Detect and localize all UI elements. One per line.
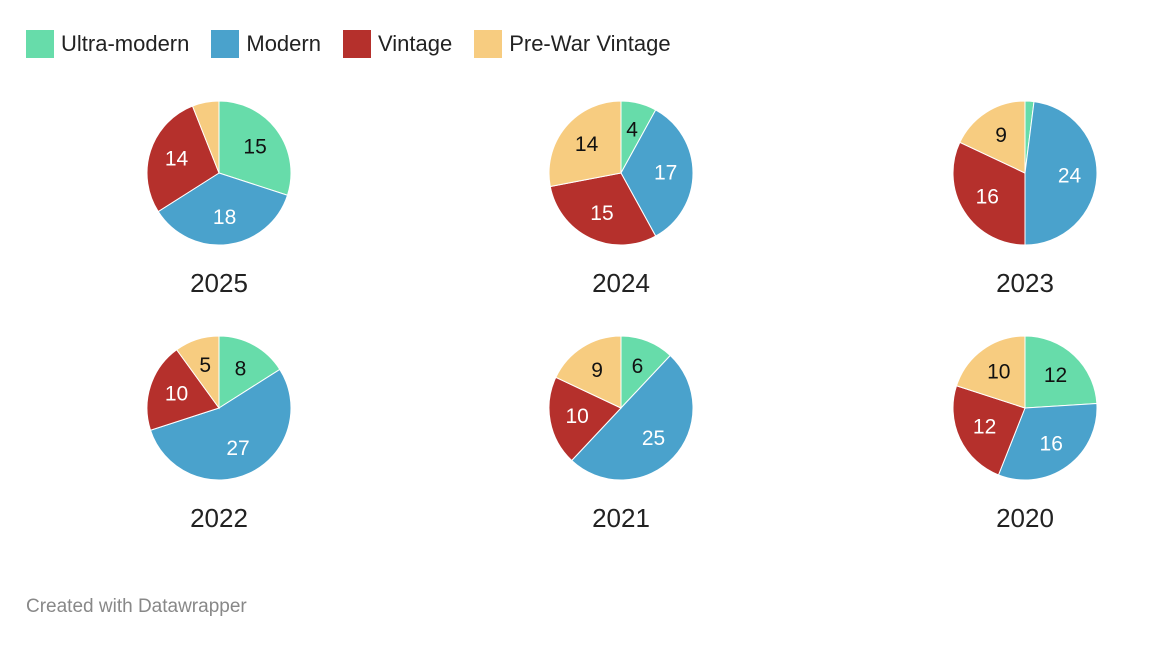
pie-slice-modern [1024,101,1098,246]
pie-data-label: 15 [243,135,266,158]
pie-data-label: 25 [642,427,665,450]
pie-data-label: 8 [235,357,247,380]
pie-slice-pre-war-vintage [548,100,622,188]
pie-slice-modern [149,368,292,481]
pie-year-label: 2020 [996,503,1054,533]
pie-2023: 24 16 9 2023 [905,92,1145,307]
pie-data-label: 16 [1040,433,1063,456]
pie-year-label: 2025 [190,268,248,298]
pie-slice-vintage [549,172,657,246]
pie-data-label: 10 [987,360,1010,383]
pie-slice-pre-war-vintage [959,100,1026,174]
pie-data-label: 10 [165,383,188,406]
pie-year-label: 2024 [592,268,650,298]
pie-data-label: 14 [575,133,599,156]
legend: Ultra-modern Modern Vintage Pre-War Vintage [26,28,693,60]
legend-label: Modern [246,31,321,56]
pie-svg: 4 17 15 14 [548,100,694,246]
pie-data-label: 17 [654,162,677,185]
pie-svg: 12 16 12 10 [952,335,1098,481]
pie-year-label: 2023 [996,268,1054,298]
pie-data-label: 14 [165,148,189,171]
pie-chart-grid: 15 18 14 2025 4 17 15 14 2024 24 16 9 2023 8 27 10 5 2022… [0,92,1155,552]
pie-data-label: 15 [590,202,613,225]
pie-svg: 24 16 9 [952,100,1098,246]
footer-credit: Created with Datawrapper [26,596,247,617]
pie-2025: 15 18 14 2025 [99,92,339,307]
pie-data-label: 4 [626,118,638,141]
pie-data-label: 10 [565,405,588,428]
pie-data-label: 9 [995,124,1007,147]
pie-slice-vintage [146,349,220,431]
pie-slice-pre-war-vintage [191,100,220,174]
pie-slice-ultra-modern [218,335,281,409]
legend-label: Pre-War Vintage [509,31,671,56]
pie-data-label: 18 [213,206,236,229]
pie-data-label: 9 [591,359,603,382]
pie-slice-pre-war-vintage [955,335,1026,409]
pie-data-label: 12 [973,416,996,439]
legend-item: Modern [211,30,321,58]
legend-item: Ultra-modern [26,30,189,58]
pie-slice-modern [571,354,694,481]
pie-slice-ultra-modern [218,100,292,196]
pie-year-label: 2021 [592,503,650,533]
legend-swatch [211,30,240,58]
pie-2020: 12 16 12 10 2020 [905,327,1145,542]
pie-data-label: 24 [1058,164,1082,187]
legend-swatch [474,30,503,58]
pie-slice-modern [997,402,1098,481]
pie-slice-vintage [952,385,1026,476]
pie-slice-modern [620,109,694,237]
pie-2021: 6 25 10 9 2021 [501,327,741,542]
legend-label: Vintage [377,31,453,56]
pie-slice-modern [157,172,289,246]
legend-swatch [342,30,371,58]
pie-svg: 15 18 14 [146,100,292,246]
pie-data-label: 5 [199,354,211,377]
pie-svg: 8 27 10 5 [146,335,292,481]
pie-slice-ultra-modern [1024,335,1098,409]
pie-slice-pre-war-vintage [175,335,220,410]
pie-2024: 4 17 15 14 2024 [501,92,741,307]
pie-2022: 8 27 10 5 2022 [99,327,339,542]
pie-data-label: 16 [976,185,999,208]
pie-slice-vintage [548,376,622,462]
pie-slice-vintage [952,141,1026,246]
pie-slice-vintage [146,105,220,213]
pie-data-label: 12 [1044,364,1067,387]
legend-item: Pre-War Vintage [474,30,671,58]
legend-item: Vintage [342,30,453,58]
pie-data-label: 27 [226,437,249,460]
pie-data-label: 6 [632,355,644,378]
legend-swatch [26,30,54,58]
pie-year-label: 2022 [190,503,248,533]
legend-label: Ultra-modern [61,31,190,56]
pie-svg: 6 25 109 [548,335,694,481]
pie-slice-pre-war-vintage [555,335,622,409]
